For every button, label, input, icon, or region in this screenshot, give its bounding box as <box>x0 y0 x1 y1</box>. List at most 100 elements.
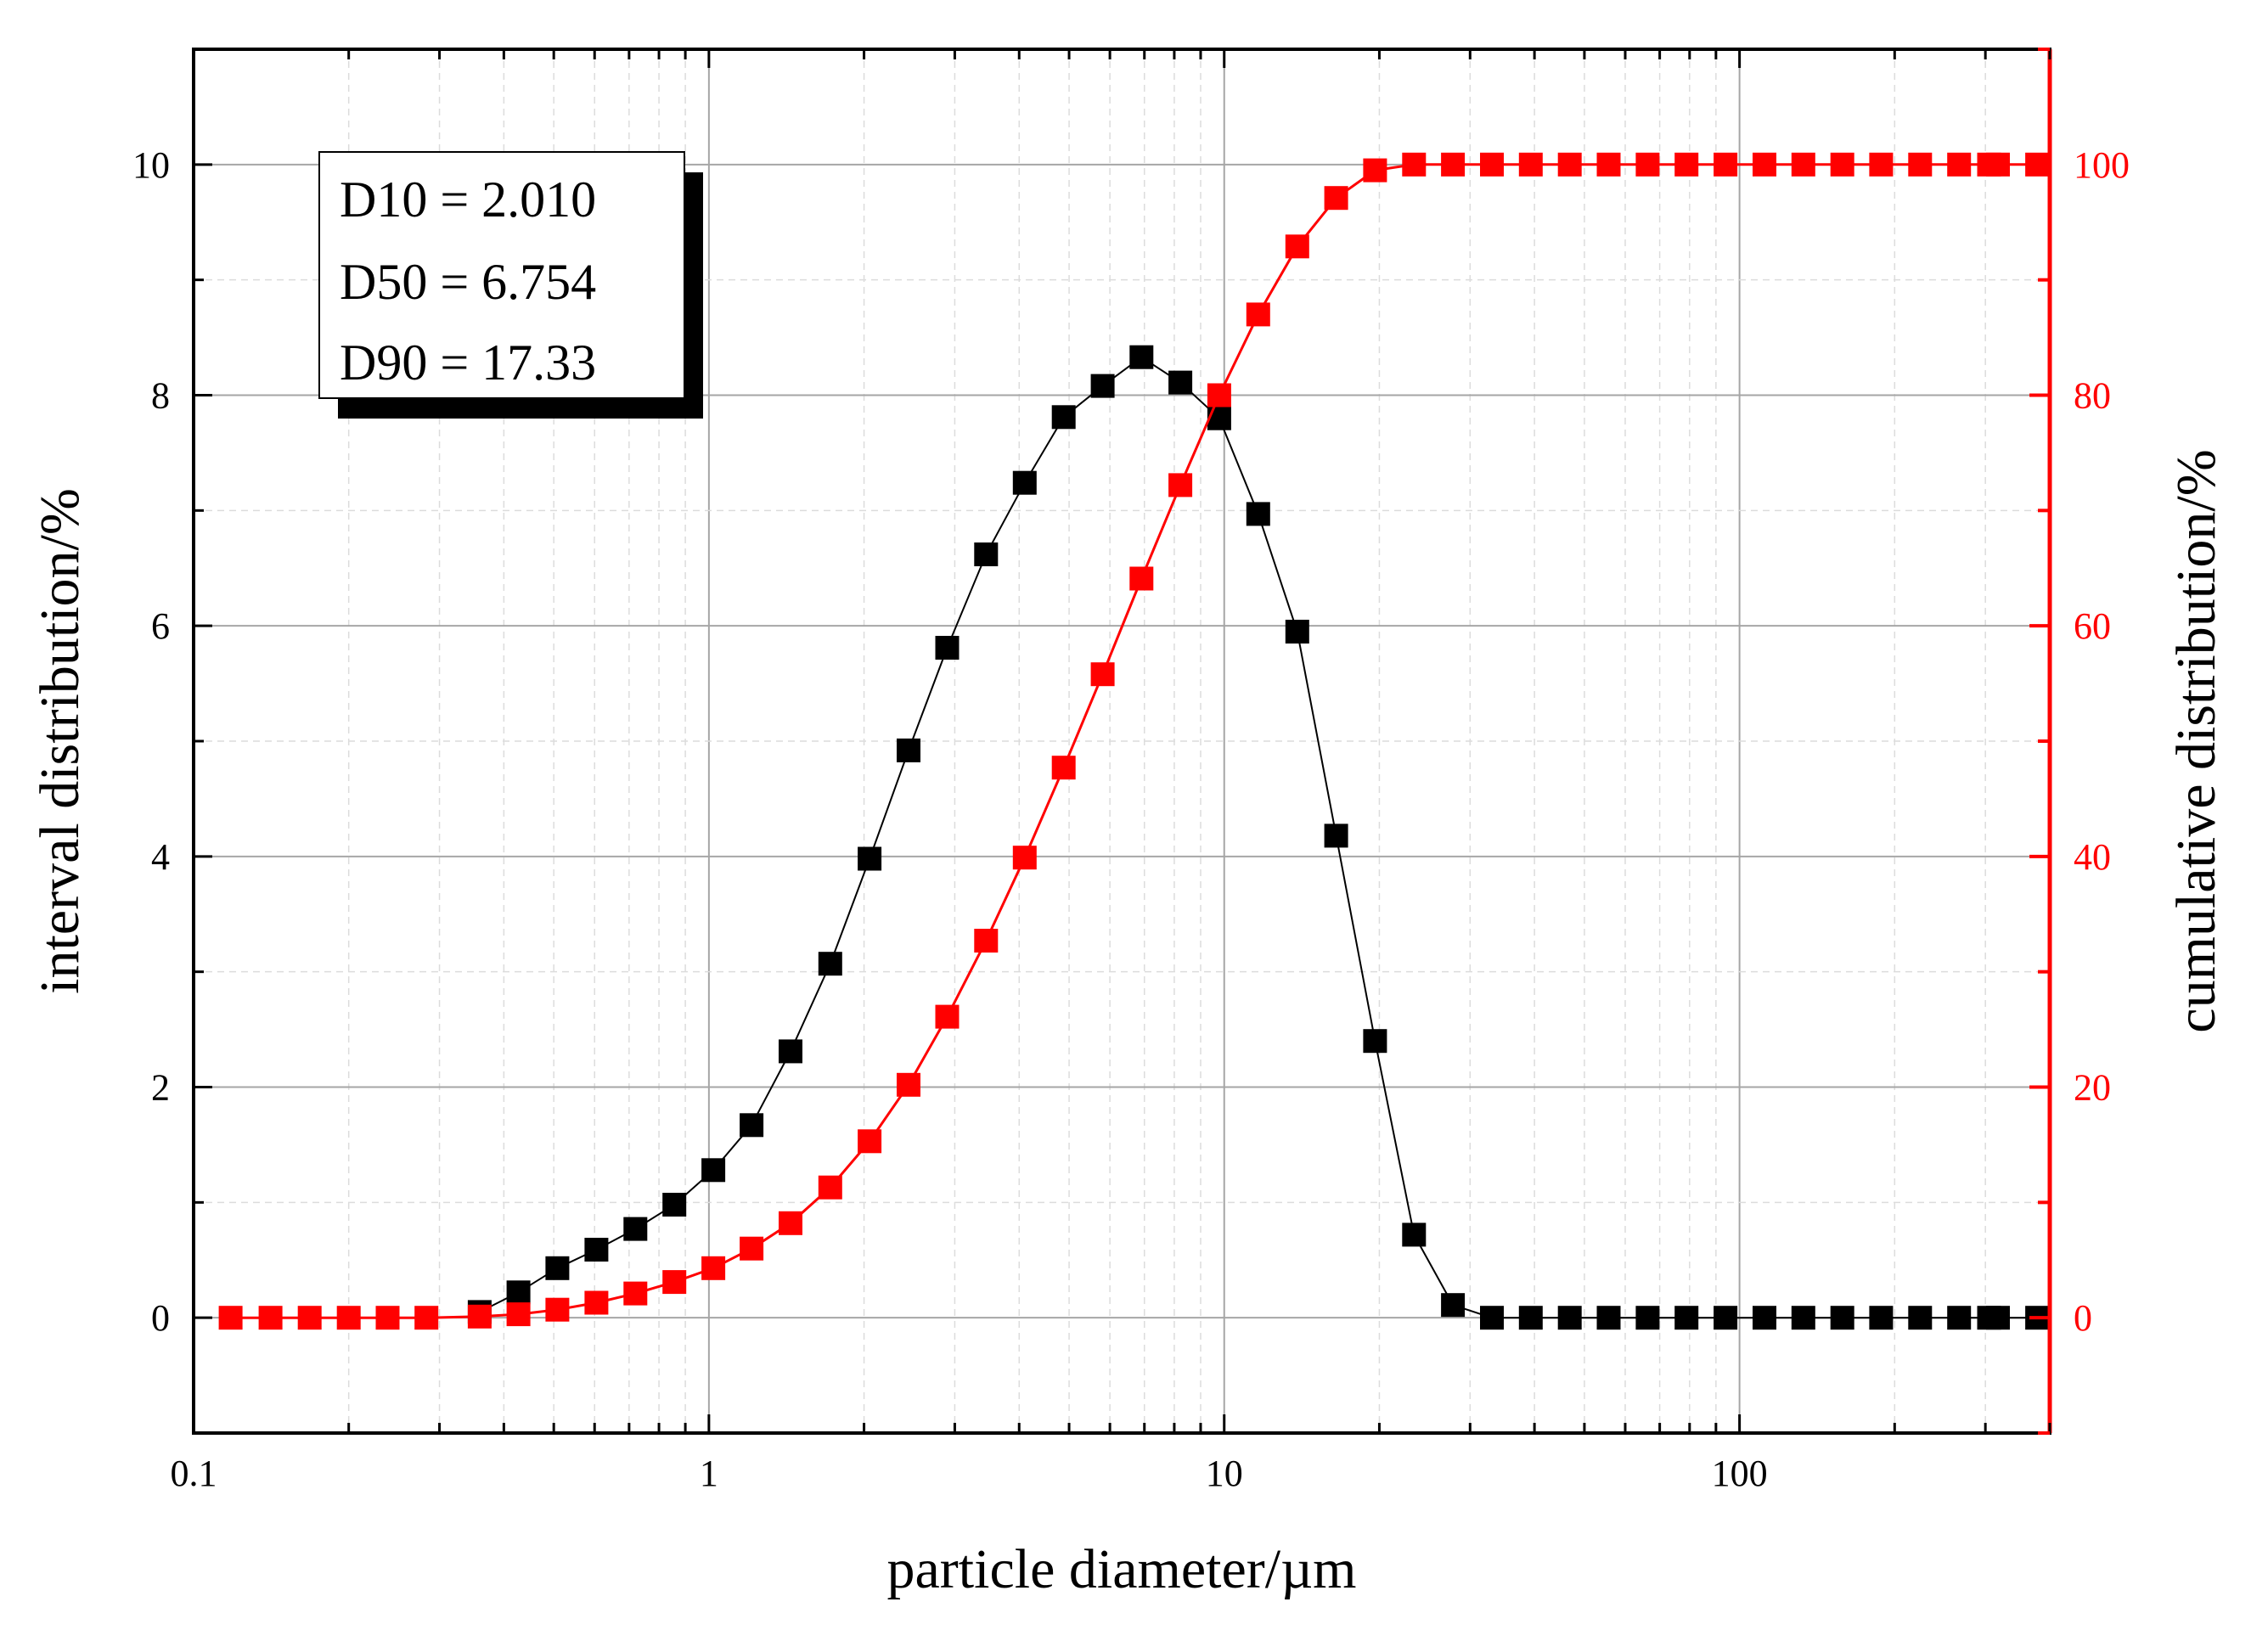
cumulative-distribution-point <box>297 1306 322 1330</box>
interval-distribution-point <box>1402 1222 1427 1247</box>
cumulative-distribution-point <box>1830 152 1854 177</box>
cumulative-distribution-point <box>375 1306 400 1330</box>
cumulative-distribution-point <box>1129 566 1154 591</box>
cumulative-distribution-point <box>1051 756 1076 780</box>
cumulative-distribution-point <box>467 1304 492 1329</box>
x-tick-label: 1 <box>700 1453 718 1494</box>
y-right-tick-label: 100 <box>2074 144 2130 186</box>
interval-distribution-point <box>623 1217 648 1241</box>
interval-distribution-point <box>545 1256 570 1280</box>
interval-distribution-point <box>1908 1306 1933 1330</box>
y-right-tick-label: 20 <box>2074 1067 2111 1109</box>
y-right-tick-label: 40 <box>2074 836 2111 878</box>
interval-distribution-point <box>1051 405 1076 430</box>
interval-distribution-point <box>858 846 882 871</box>
interval-distribution-point <box>1285 620 1309 644</box>
cumulative-distribution-point <box>1090 662 1115 687</box>
interval-distribution-point <box>1596 1306 1621 1330</box>
cumulative-distribution-point <box>1324 186 1348 211</box>
y-left-tick-label: 8 <box>151 375 170 417</box>
cumulative-distribution-point <box>1246 302 1270 327</box>
legend-d50: D50 = 6.754 <box>340 254 596 310</box>
cumulative-distribution-series <box>218 152 2050 1330</box>
y-left-tick-label: 6 <box>151 605 170 647</box>
interval-distribution-point <box>1714 1306 1738 1330</box>
cumulative-distribution-point <box>584 1290 609 1315</box>
interval-distribution-point <box>584 1238 609 1262</box>
cumulative-distribution-point <box>1207 383 1231 408</box>
cumulative-distribution-point <box>336 1306 361 1330</box>
cumulative-distribution-point <box>1285 234 1309 259</box>
interval-distribution-point <box>1635 1306 1660 1330</box>
cumulative-distribution-point <box>414 1306 439 1330</box>
cumulative-distribution-point <box>1596 152 1621 177</box>
series-layer <box>218 152 2050 1330</box>
cumulative-distribution-point <box>258 1306 283 1330</box>
interval-distribution-point <box>1363 1029 1387 1054</box>
right-y-axis-title: cumulative distribution/% <box>2165 449 2227 1032</box>
interval-distribution-point <box>1129 345 1154 369</box>
x-tick-label: 10 <box>1206 1453 1243 1494</box>
legend-frame <box>318 151 685 399</box>
legend-d10: D10 = 2.010 <box>340 171 596 228</box>
cumulative-distribution-point <box>701 1256 726 1280</box>
cumulative-distribution-point <box>662 1270 687 1295</box>
cumulative-distribution-point <box>218 1306 243 1330</box>
cumulative-distribution-point <box>545 1297 570 1322</box>
cumulative-distribution-point <box>1168 473 1193 497</box>
cumulative-distribution-point <box>1012 846 1037 870</box>
cumulative-distribution-point <box>779 1211 802 1235</box>
cumulative-distribution-point <box>1635 152 1660 177</box>
cumulative-distribution-point <box>623 1281 648 1306</box>
interval-distribution-point <box>1557 1306 1582 1330</box>
cumulative-distribution-point <box>1869 152 1894 177</box>
cumulative-distribution-point <box>1947 152 1972 177</box>
y-left-tick-label: 2 <box>151 1067 170 1109</box>
cumulative-distribution-point <box>1480 152 1504 177</box>
cumulative-distribution-point <box>1908 152 1933 177</box>
interval-distribution-point <box>1986 1306 2010 1330</box>
cumulative-distribution-point <box>1674 152 1699 177</box>
cumulative-distribution-point <box>1441 152 1466 177</box>
interval-distribution-point <box>1518 1306 1543 1330</box>
cumulative-distribution-point <box>858 1129 882 1154</box>
y-right-tick-label: 80 <box>2074 375 2111 417</box>
y-right-tick-label: 60 <box>2074 605 2111 647</box>
interval-distribution-point <box>1674 1306 1699 1330</box>
interval-distribution-point <box>1246 502 1270 526</box>
cumulative-distribution-point <box>1402 152 1427 177</box>
cumulative-distribution-point <box>1518 152 1543 177</box>
legend-box: D10 = 2.010 D50 = 6.754 D90 = 17.33 <box>318 151 703 419</box>
cumulative-distribution-point <box>818 1175 842 1200</box>
cumulative-distribution-point <box>506 1302 531 1327</box>
cumulative-distribution-point <box>897 1072 920 1097</box>
interval-distribution-point <box>740 1113 764 1138</box>
interval-distribution-point <box>1869 1306 1894 1330</box>
interval-distribution-point <box>1753 1306 1776 1330</box>
interval-distribution-point <box>1168 370 1193 395</box>
interval-distribution-point <box>662 1193 687 1217</box>
cumulative-distribution-point <box>740 1236 764 1261</box>
interval-distribution-point <box>1090 374 1115 398</box>
cumulative-distribution-point <box>935 1004 960 1029</box>
cumulative-distribution-point <box>1791 152 1815 177</box>
y-left-tick-label: 10 <box>132 144 170 186</box>
y-right-tick-label: 0 <box>2074 1297 2092 1339</box>
legend-d90: D90 = 17.33 <box>340 334 596 391</box>
left-y-axis-title: interval distribution/% <box>29 488 91 994</box>
interval-distribution-point <box>1441 1293 1466 1318</box>
interval-distribution-point <box>935 636 960 660</box>
axis-ticks <box>194 48 2051 1435</box>
interval-distribution-point <box>506 1280 531 1305</box>
interval-distribution-point <box>1947 1306 1972 1330</box>
x-tick-label: 0.1 <box>171 1453 217 1494</box>
x-tick-label: 100 <box>1712 1453 1768 1494</box>
y-left-tick-label: 0 <box>151 1297 170 1339</box>
interval-distribution-point <box>897 738 920 762</box>
y-left-tick-label: 4 <box>151 836 170 878</box>
interval-distribution-point <box>974 542 999 566</box>
interval-distribution-point <box>1791 1306 1815 1330</box>
cumulative-distribution-point <box>974 929 999 953</box>
